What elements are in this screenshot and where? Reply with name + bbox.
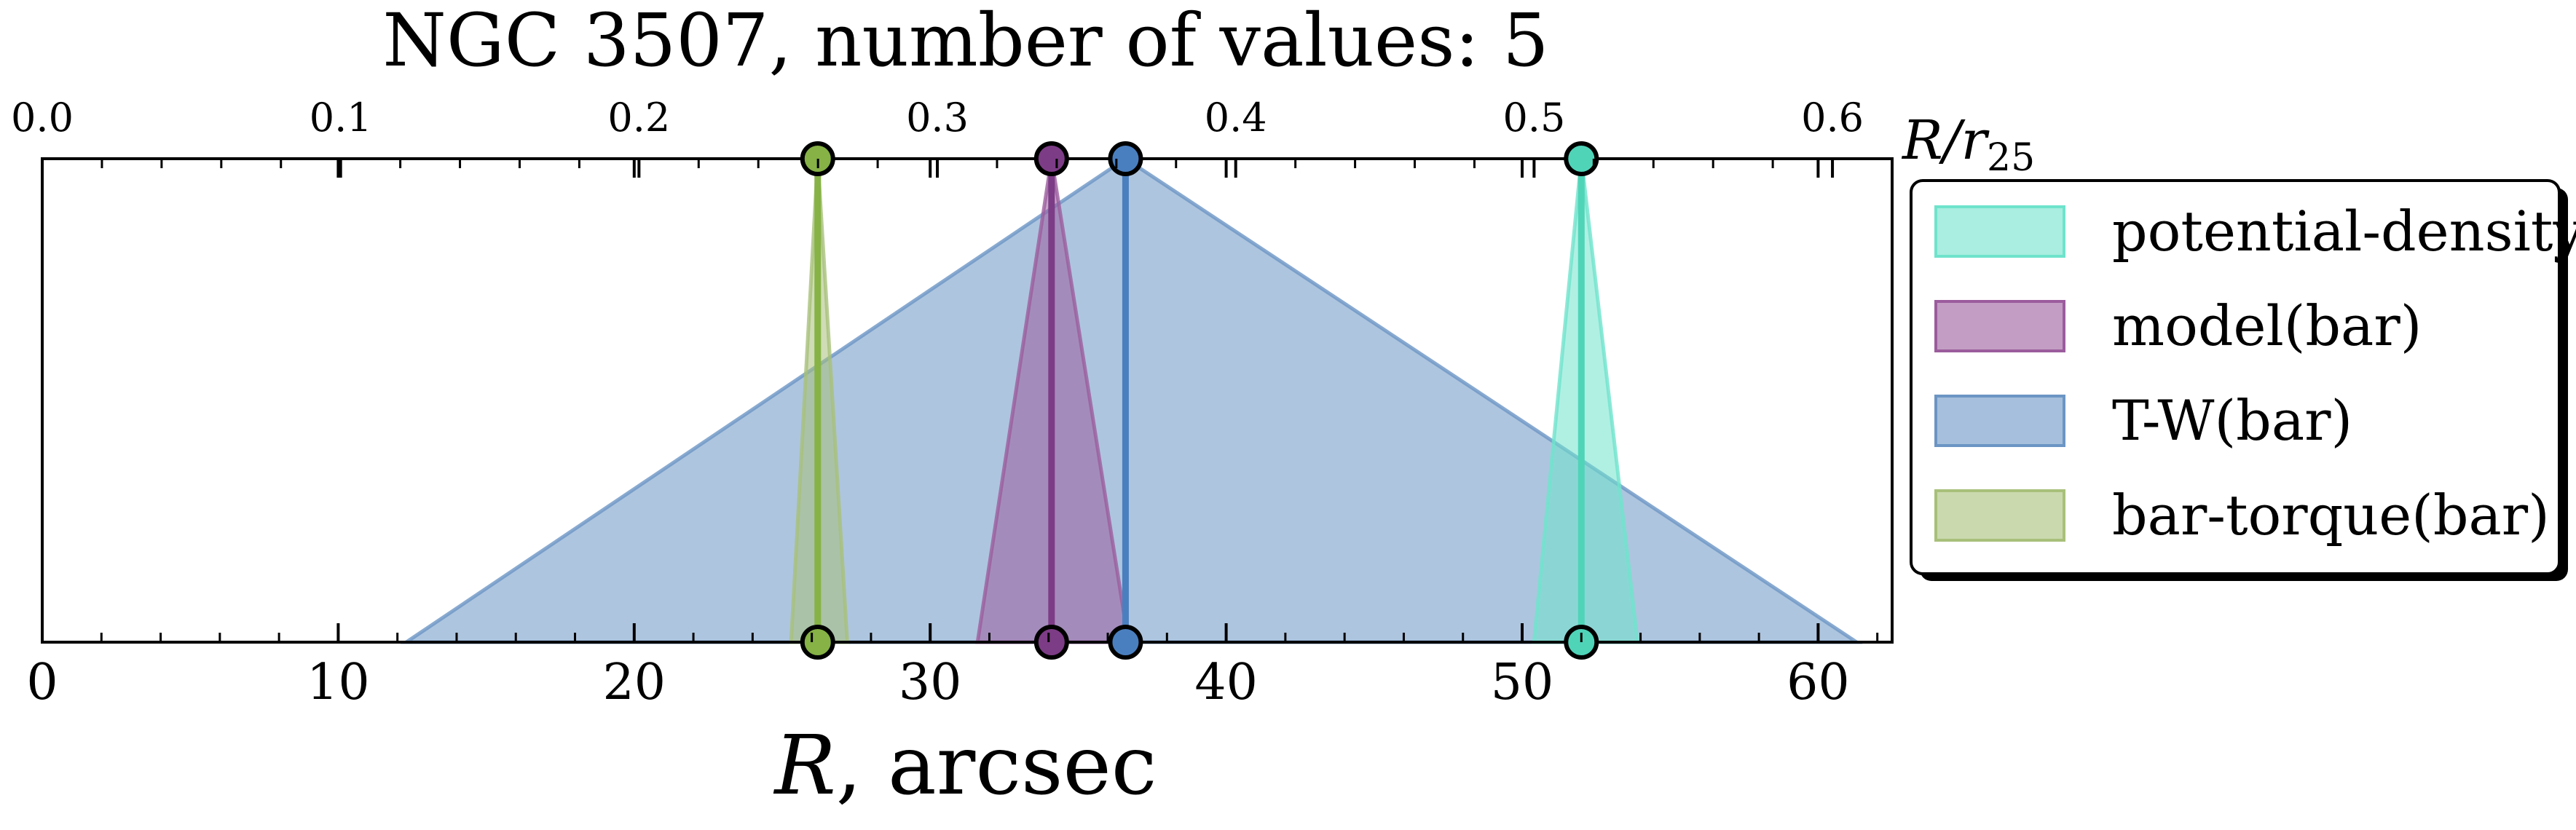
legend-label-potential-density: potential-density xyxy=(2112,199,2576,264)
x-axis-label-unit: , arcsec xyxy=(836,719,1157,813)
bottom-tick-label: 40 xyxy=(1194,654,1258,711)
top-tick-label: 0.3 xyxy=(906,95,969,141)
legend-label-t-w-bar: T-W(bar) xyxy=(2112,388,2352,453)
legend: potential-density model(bar) T-W(bar) bar-t… xyxy=(1910,179,2576,581)
x-axis-label-variable: R xyxy=(773,719,835,813)
top-marker-model-bar xyxy=(1033,141,1069,176)
x-axis-label: R, arcsec xyxy=(773,719,1157,813)
bottom-marker-bar-torque-bar xyxy=(800,625,835,660)
legend-box xyxy=(1910,179,2561,575)
top-axis-label-base: R/r xyxy=(1901,109,1990,172)
legend-items: potential-density model(bar) T-W(bar) bar-t… xyxy=(1934,199,2576,548)
bottom-tick-label: 60 xyxy=(1787,654,1850,711)
plot-frame xyxy=(41,157,1894,644)
legend-label-model-bar: model(bar) xyxy=(2112,293,2422,358)
top-tick-label: 0.2 xyxy=(607,95,670,141)
plot-lines xyxy=(814,159,1585,642)
top-axis-label-subscript: 25 xyxy=(1987,136,2035,180)
top-tick-label: 0.6 xyxy=(1801,95,1864,141)
top-marker-t-w-bar xyxy=(1108,141,1143,176)
bottom-tick-label: 50 xyxy=(1491,654,1554,711)
range-triangle-t-w-bar xyxy=(400,156,1863,644)
legend-swatch-model-bar xyxy=(1934,300,2065,352)
top-tick-label: 0.4 xyxy=(1205,95,1267,141)
plot-fills xyxy=(400,156,1863,644)
bottom-tick-label: 10 xyxy=(307,654,370,711)
bottom-tick-label: 0 xyxy=(26,654,58,711)
top-tick-label: 0.5 xyxy=(1502,95,1565,141)
top-axis-label: R/r25 xyxy=(1901,109,2035,180)
top-marker-potential-density xyxy=(1564,141,1599,176)
legend-label-bar-torque-bar: bar-torque(bar) xyxy=(2112,483,2550,548)
bottom-marker-t-w-bar xyxy=(1108,625,1143,660)
top-axis: 0.0 0.1 0.2 0.3 0.4 0.5 0.6 xyxy=(11,95,1894,178)
chart-title: NGC 3507, number of values: 5 xyxy=(382,0,1548,83)
legend-swatch-potential-density xyxy=(1934,205,2065,258)
range-triangle-potential-density xyxy=(1532,158,1640,644)
bottom-tick-label: 20 xyxy=(603,654,666,711)
bottom-marker-model-bar xyxy=(1033,625,1069,660)
bottom-tick-label: 30 xyxy=(899,654,962,711)
top-tick-label: 0.0 xyxy=(11,95,74,141)
legend-swatch-t-w-bar xyxy=(1934,395,2065,447)
bottom-axis: 0 10 20 30 40 50 60 xyxy=(26,159,1879,711)
legend-swatch-bar-torque-bar xyxy=(1934,489,2065,542)
top-tick-label: 0.1 xyxy=(310,95,372,141)
